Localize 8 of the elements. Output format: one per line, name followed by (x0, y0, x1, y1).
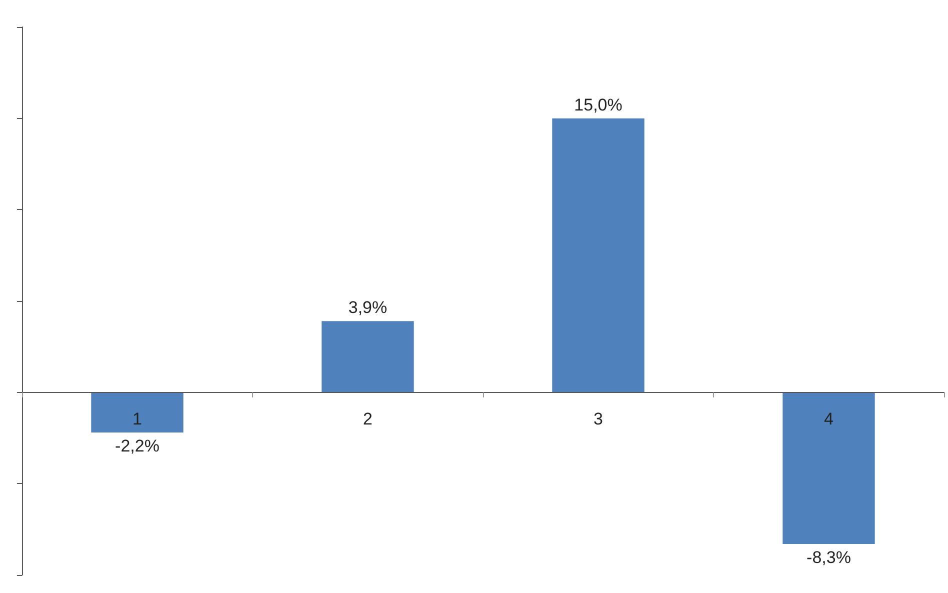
x-tick-label: 2 (363, 409, 372, 428)
x-tick-label: 4 (824, 409, 834, 428)
data-label: 3,9% (348, 298, 388, 318)
x-tick-label: 1 (132, 409, 142, 428)
data-label: -8,3% (806, 548, 851, 567)
data-label: -2,2% (115, 436, 160, 456)
x-tick-label: 3 (594, 409, 603, 428)
data-label: 15,0% (574, 95, 622, 114)
